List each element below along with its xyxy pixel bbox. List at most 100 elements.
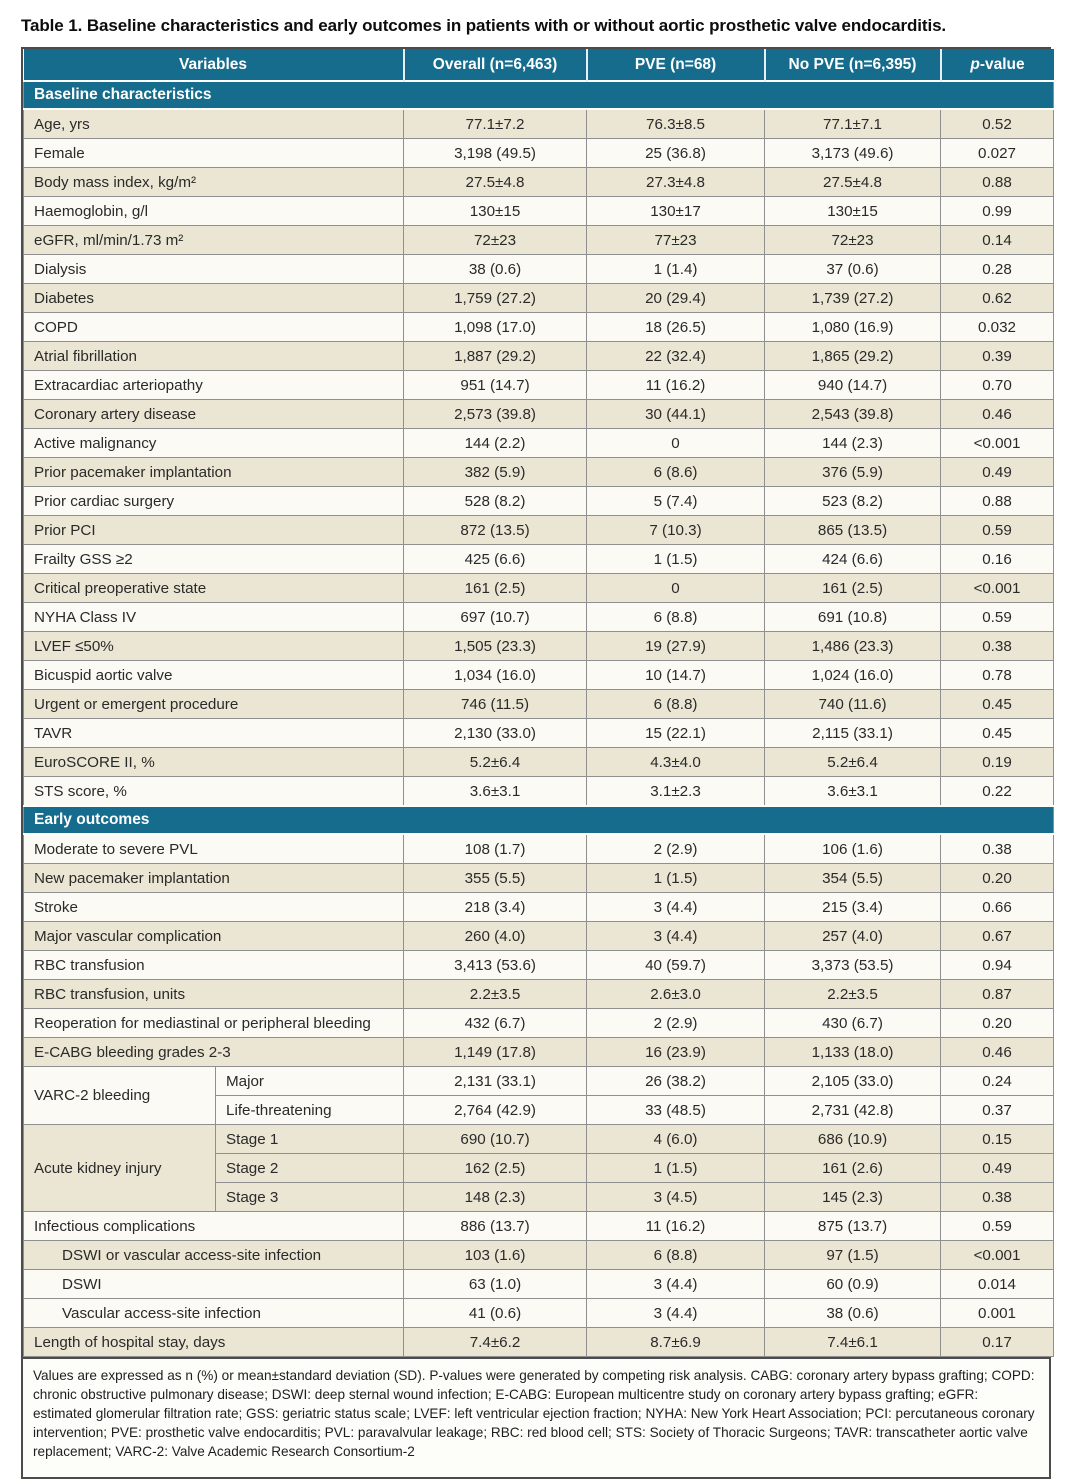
group-label: Acute kidney injury: [23, 1124, 216, 1212]
table-row: Extracardiac arteriopathy 951 (14.7) 11 (1…: [22, 370, 1055, 400]
cell-value: 1,865 (29.2): [764, 341, 942, 371]
row-label: NYHA Class IV: [22, 602, 405, 632]
cell-value: 130±17: [586, 196, 766, 226]
table-row: Moderate to severe PVL 108 (1.7) 2 (2.9) 10…: [22, 833, 1055, 864]
table-row: Life-threatening 2,764 (42.9) 33 (48.5) 2,7…: [24, 1095, 1055, 1125]
sub-label: Major: [214, 1066, 405, 1096]
row-label: Age, yrs: [22, 108, 405, 139]
cell-value: 1 (1.5): [586, 1153, 766, 1183]
cell-value: 108 (1.7): [403, 833, 588, 864]
cell-value: 144 (2.3): [764, 428, 942, 458]
cell-value: 354 (5.5): [764, 863, 942, 893]
cell-value: 865 (13.5): [764, 515, 942, 545]
cell-value: 0.52: [940, 108, 1055, 139]
cell-value: 41 (0.6): [403, 1298, 588, 1328]
row-label: Moderate to severe PVL: [22, 833, 405, 864]
cell-value: 3 (4.4): [586, 1269, 766, 1299]
cell-value: 1,739 (27.2): [764, 283, 942, 313]
cell-value: 8.7±6.9: [586, 1327, 766, 1357]
row-label: TAVR: [22, 718, 405, 748]
cell-value: 940 (14.7): [764, 370, 942, 400]
column-header: No PVE (n=6,395): [763, 49, 941, 81]
row-label: COPD: [22, 312, 405, 342]
cell-value: 10 (14.7): [586, 660, 766, 690]
table-row: Atrial fibrillation 1,887 (29.2) 22 (32.4)…: [22, 341, 1055, 371]
table-row: TAVR 2,130 (33.0) 15 (22.1) 2,115 (33.1) 0.4…: [22, 718, 1055, 748]
cell-value: 2,764 (42.9): [403, 1095, 588, 1125]
table-footnote: Values are expressed as n (%) or mean±st…: [23, 1357, 1049, 1478]
row-label: Body mass index, kg/m²: [22, 167, 405, 197]
cell-value: 382 (5.9): [403, 457, 588, 487]
cell-value: 27.3±4.8: [586, 167, 766, 197]
cell-value: 260 (4.0): [403, 921, 588, 951]
table-body: Baseline characteristics Age, yrs 77.1±7.2…: [22, 80, 1055, 1357]
cell-value: 0.38: [940, 1182, 1055, 1212]
cell-value: 3,413 (53.6): [403, 950, 588, 980]
section-header-label: Baseline characteristics: [22, 80, 1055, 110]
table-row: LVEF ≤50% 1,505 (23.3) 19 (27.9) 1,486 (23.…: [22, 631, 1055, 661]
cell-value: 2,115 (33.1): [764, 718, 942, 748]
cell-value: 2 (2.9): [586, 1008, 766, 1038]
cell-value: 77.1±7.2: [403, 108, 588, 139]
cell-value: 523 (8.2): [764, 486, 942, 516]
cell-value: 1 (1.4): [586, 254, 766, 284]
cell-value: 2,543 (39.8): [764, 399, 942, 429]
cell-value: 16 (23.9): [586, 1037, 766, 1067]
cell-value: 3 (4.5): [586, 1182, 766, 1212]
cell-value: 0.027: [940, 138, 1055, 168]
cell-value: 2,573 (39.8): [403, 399, 588, 429]
cell-value: 886 (13.7): [403, 1211, 588, 1241]
cell-value: 77.1±7.1: [764, 108, 942, 139]
cell-value: 63 (1.0): [403, 1269, 588, 1299]
cell-value: 0: [586, 428, 766, 458]
table-row: Stage 3 148 (2.3) 3 (4.5) 145 (2.3) 0.38: [24, 1182, 1055, 1212]
cell-value: 951 (14.7): [403, 370, 588, 400]
cell-value: 2.2±3.5: [403, 979, 588, 1009]
cell-value: 0.46: [940, 1037, 1055, 1067]
table-row: Acute kidney injury Stage 1 690 (10.7) 4 (6…: [23, 1124, 1055, 1212]
row-label: New pacemaker implantation: [22, 863, 405, 893]
cell-value: 7.4±6.1: [764, 1327, 942, 1357]
table-row: Haemoglobin, g/l 130±15 130±17 130±15 0.99: [22, 196, 1055, 226]
cell-value: 7 (10.3): [586, 515, 766, 545]
cell-value: 0.87: [940, 979, 1055, 1009]
table-row: Coronary artery disease 2,573 (39.8) 30 (4…: [22, 399, 1055, 429]
cell-value: 257 (4.0): [764, 921, 942, 951]
cell-value: 5.2±6.4: [403, 747, 588, 777]
row-label: eGFR, ml/min/1.73 m²: [22, 225, 405, 255]
cell-value: 3.1±2.3: [586, 776, 766, 807]
cell-value: 2,130 (33.0): [403, 718, 588, 748]
cell-value: 0.88: [940, 486, 1055, 516]
cell-value: 3.6±3.1: [764, 776, 942, 807]
table-row: Stroke 218 (3.4) 3 (4.4) 215 (3.4) 0.66: [22, 892, 1055, 922]
cell-value: 19 (27.9): [586, 631, 766, 661]
cell-value: 0.001: [940, 1298, 1055, 1328]
cell-value: 0.67: [940, 921, 1055, 951]
cell-value: 6 (8.8): [586, 1240, 766, 1270]
cell-value: 3.6±3.1: [403, 776, 588, 807]
cell-value: 33 (48.5): [586, 1095, 766, 1125]
table-row: RBC transfusion 3,413 (53.6) 40 (59.7) 3,37…: [22, 950, 1055, 980]
cell-value: 1,887 (29.2): [403, 341, 588, 371]
cell-value: 2 (2.9): [586, 833, 766, 864]
cell-value: 106 (1.6): [764, 833, 942, 864]
row-label: Critical preoperative state: [22, 573, 405, 603]
cell-value: 0.014: [940, 1269, 1055, 1299]
cell-value: 3 (4.4): [586, 1298, 766, 1328]
cell-value: 26 (38.2): [586, 1066, 766, 1096]
sub-label: Stage 3: [214, 1182, 405, 1212]
table-row: DSWI 63 (1.0) 3 (4.4) 60 (0.9) 0.014: [22, 1269, 1055, 1299]
table-row: Reoperation for mediastinal or periphera…: [22, 1008, 1055, 1038]
table-row: NYHA Class IV 697 (10.7) 6 (8.8) 691 (10.8)…: [22, 602, 1055, 632]
cell-value: 130±15: [764, 196, 942, 226]
cell-value: 0.20: [940, 863, 1055, 893]
cell-value: 1,486 (23.3): [764, 631, 942, 661]
cell-value: 1,098 (17.0): [403, 312, 588, 342]
cell-value: 37 (0.6): [764, 254, 942, 284]
table-row: Urgent or emergent procedure 746 (11.5) 6 …: [22, 689, 1055, 719]
cell-value: 740 (11.6): [764, 689, 942, 719]
cell-value: <0.001: [940, 573, 1055, 603]
cell-value: 1,034 (16.0): [403, 660, 588, 690]
row-label: Bicuspid aortic valve: [22, 660, 405, 690]
